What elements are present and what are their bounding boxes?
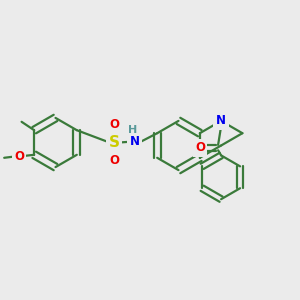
Text: O: O <box>195 141 205 154</box>
Text: H: H <box>128 125 137 136</box>
Text: O: O <box>109 118 119 131</box>
Text: S: S <box>109 135 119 150</box>
Text: O: O <box>14 150 24 163</box>
Text: N: N <box>129 135 140 148</box>
Text: O: O <box>109 154 119 167</box>
Text: N: N <box>216 114 226 128</box>
